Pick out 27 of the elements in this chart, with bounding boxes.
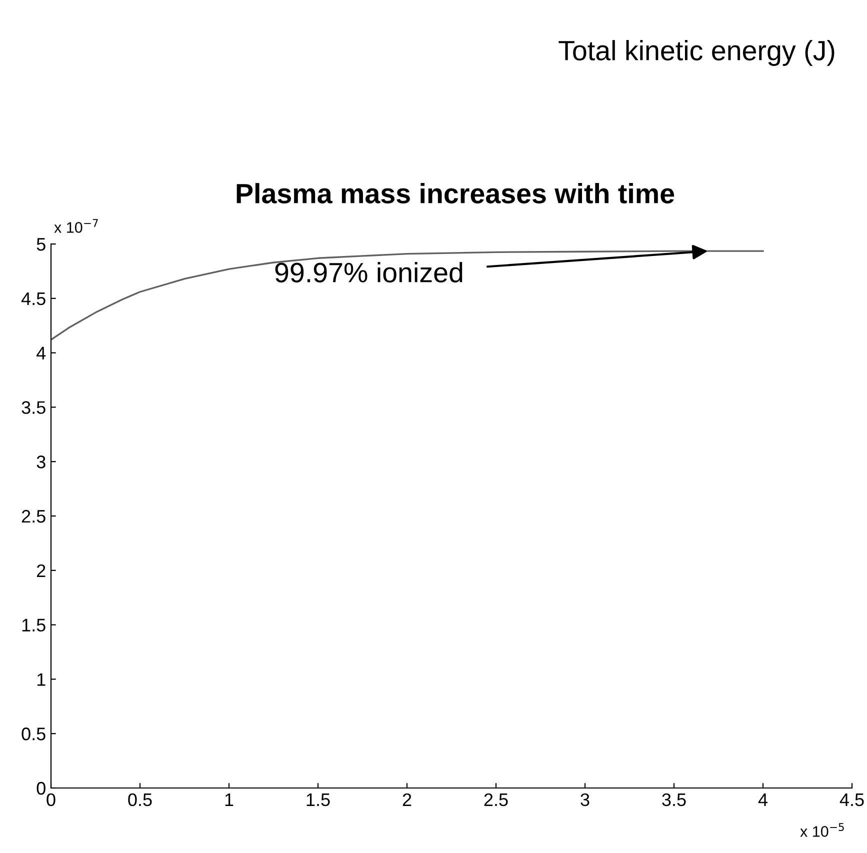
text: x 10$^{−5}$ [800,823,844,837]
x-tick-label: 3 [580,793,590,806]
x-tick-label: 1 [225,794,234,806]
x-tick-label: 0 [46,793,56,806]
y-tick-label: 1.5 [22,618,46,632]
x-tick-label: 2 [402,793,412,806]
y-tick-label: 4.5 [21,292,46,306]
y-tick-label: 2 [37,564,46,577]
y-tick-label: 5 [36,238,46,251]
x-tick-label: 3.5 [662,793,686,806]
x-tick-label: 1.5 [306,794,330,806]
text: x 10$^{−7}$ [54,219,98,233]
x-tick-label: 0.5 [128,793,152,806]
y-tick-label: 0 [36,782,46,795]
x-tick-label: 4 [758,794,768,806]
y-tick-label: 1 [37,673,46,686]
x-tick-label: 4.5 [840,794,864,806]
y-tick-label: 2.5 [22,510,46,523]
line-series [51,250,764,341]
y-tick-label: 3.5 [22,401,46,414]
y-tick-label: 0.5 [22,728,46,740]
x-tick-label: 2.5 [484,793,508,806]
y-tick-label: 3 [36,456,46,468]
y-tick-label: 4 [36,346,46,360]
text: Total kinetic energy (J) [558,40,834,66]
chart-title: Plasma mass increases with time [236,183,674,204]
annotation: 99.97% ionized [275,262,462,282]
